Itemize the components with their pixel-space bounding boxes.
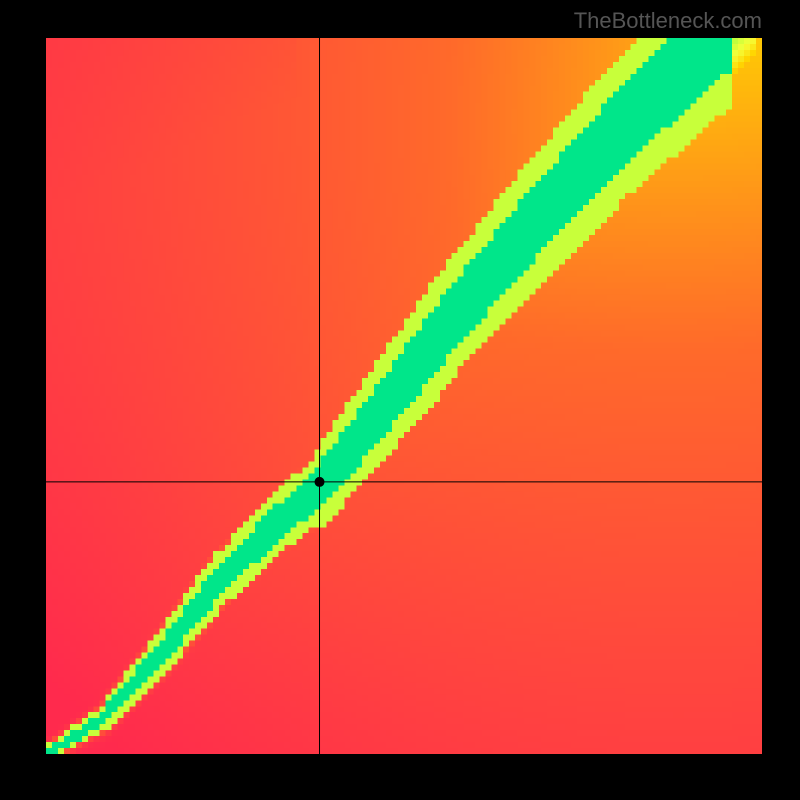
chart-container: TheBottleneck.com bbox=[0, 0, 800, 800]
bottleneck-heatmap bbox=[46, 38, 762, 754]
watermark-text: TheBottleneck.com bbox=[574, 8, 762, 34]
